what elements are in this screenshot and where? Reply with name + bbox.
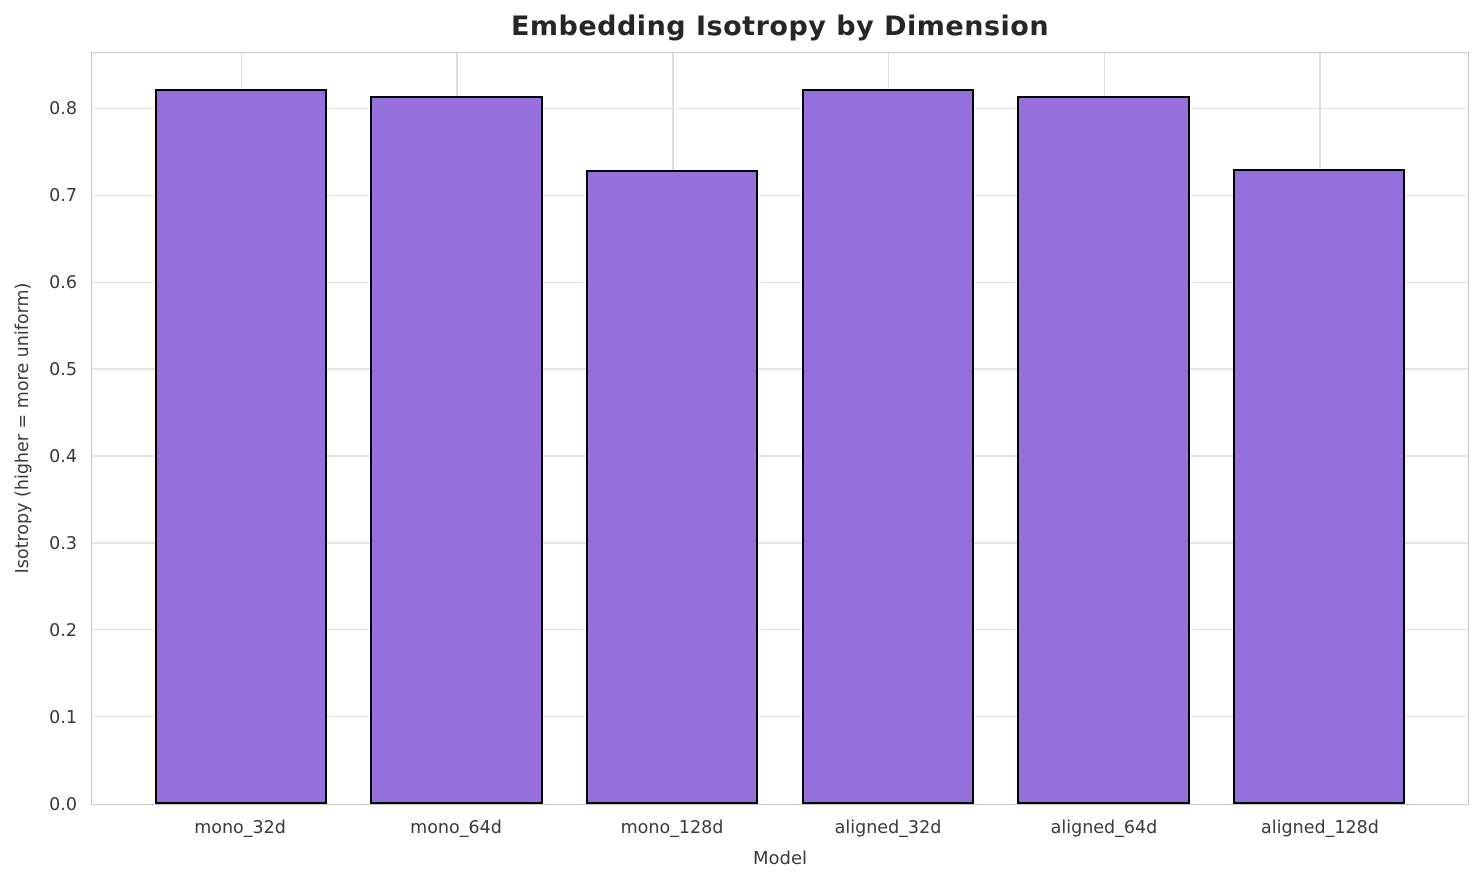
- y-axis-label: Isotropy (higher = more uniform): [13, 282, 33, 574]
- bar-mono_128d: [585, 170, 759, 804]
- h-gridline: [92, 281, 1468, 284]
- y-tick-label: 0.7: [49, 185, 77, 206]
- chart-title: Embedding Isotropy by Dimension: [510, 11, 1050, 42]
- bar-mono_64d: [370, 96, 543, 804]
- y-tick-label: 0.1: [49, 707, 77, 728]
- y-tick-label: 0.0: [49, 795, 77, 815]
- y-tick-label: 0.2: [49, 620, 77, 641]
- x-tick-label-mono_64d: mono_64d: [410, 818, 502, 838]
- y-tick-label: 0.4: [49, 446, 77, 467]
- bar-aligned_128d: [1232, 169, 1406, 804]
- h-gridline: [92, 107, 1468, 110]
- plot-area: [91, 52, 1469, 805]
- x-axis-label: Model: [752, 848, 808, 869]
- bar-mono_32d: [154, 89, 328, 804]
- x-tick-label-aligned_32d: aligned_32d: [834, 818, 942, 838]
- y-tick-label: 0.6: [49, 272, 77, 293]
- x-tick-label-mono_128d: mono_128d: [620, 818, 724, 838]
- h-gridline: [92, 194, 1468, 197]
- h-gridline: [92, 542, 1468, 544]
- h-gridline: [92, 715, 1468, 718]
- bar-aligned_64d: [1017, 96, 1190, 804]
- bar-aligned_32d: [801, 89, 975, 804]
- h-gridline: [92, 368, 1468, 370]
- x-tick-label-aligned_128d: aligned_128d: [1261, 818, 1379, 838]
- h-gridline: [92, 455, 1468, 457]
- y-tick-label: 0.5: [49, 359, 77, 380]
- x-tick-label-aligned_64d: aligned_64d: [1050, 818, 1158, 838]
- h-gridline: [92, 628, 1468, 631]
- y-tick-label: 0.3: [49, 533, 77, 554]
- y-tick-label: 0.8: [49, 98, 77, 119]
- x-tick-label-mono_32d: mono_32d: [194, 818, 286, 838]
